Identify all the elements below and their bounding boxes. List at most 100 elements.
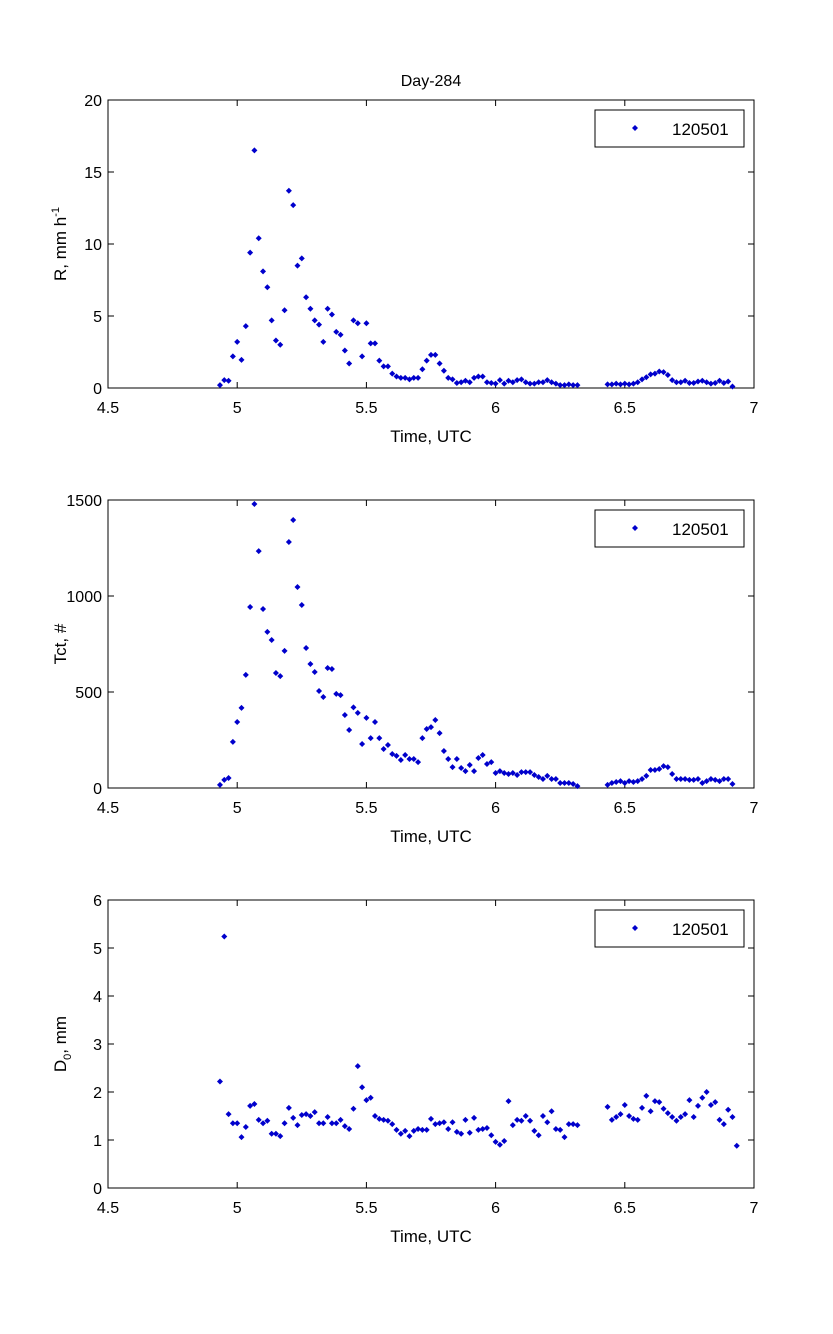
data-point [341, 347, 348, 354]
x-tick-label: 6 [491, 1200, 500, 1217]
data-point [389, 1121, 396, 1128]
data-point [621, 380, 628, 387]
x-tick-label: 7 [750, 1200, 759, 1217]
data-point [720, 1121, 727, 1128]
data-point [303, 645, 310, 652]
data-point [316, 1120, 323, 1127]
data-point [570, 1121, 577, 1128]
data-point [354, 1063, 361, 1070]
legend-box [594, 109, 745, 148]
data-point [561, 780, 568, 787]
data-point [229, 1120, 236, 1127]
y-tick-label: 15 [84, 165, 102, 182]
data-point [479, 1125, 486, 1132]
data-point [432, 351, 439, 358]
data-point [462, 1116, 469, 1123]
data-point [328, 311, 335, 318]
legend: 120501 [594, 509, 745, 548]
data-point [462, 768, 469, 775]
y-tick-label: 2 [93, 1085, 102, 1102]
data-point [673, 379, 680, 386]
data-point [518, 769, 525, 776]
data-point [626, 381, 633, 388]
data-point [669, 770, 676, 777]
data-point [617, 778, 624, 785]
data-point [695, 378, 702, 385]
panel-3: 4.5 5 5.5 6 6.5 7 0 1 2 3 4 5 6 Time, UTC D0, mm 120501 [51, 893, 759, 1246]
data-point [402, 1127, 409, 1134]
data-point [260, 606, 267, 613]
data-point [268, 317, 275, 324]
data-point [561, 382, 568, 389]
legend-marker-icon [632, 925, 638, 931]
data-point [509, 1122, 516, 1129]
data-point [242, 323, 249, 330]
data-point [604, 1103, 611, 1110]
data-point [346, 360, 353, 367]
data-point [419, 366, 426, 373]
data-point [260, 1120, 267, 1127]
data-point [557, 382, 564, 389]
data-point [673, 1117, 680, 1124]
data-point [677, 775, 684, 782]
data-point [531, 771, 538, 778]
data-point [316, 321, 323, 328]
data-point [346, 1125, 353, 1132]
data-point [216, 781, 223, 788]
data-point [630, 779, 637, 786]
data-point [712, 379, 719, 386]
data-point [707, 775, 714, 782]
data-point [634, 379, 641, 386]
data-point [570, 780, 577, 787]
data-point [225, 1111, 232, 1118]
data-point [238, 704, 245, 711]
data-point [225, 377, 232, 384]
data-point [328, 1120, 335, 1127]
y-axis-label: Tct, # [51, 623, 70, 664]
data-point [475, 373, 482, 380]
data-point [445, 756, 452, 763]
data-point [647, 766, 654, 773]
data-point [716, 1116, 723, 1123]
data-point [453, 756, 460, 763]
data-point [359, 353, 366, 360]
data-point [466, 1129, 473, 1136]
data-point [272, 337, 279, 344]
x-tick-label: 6 [491, 400, 500, 417]
data-point [298, 602, 305, 609]
data-point [311, 1109, 318, 1116]
data-point [729, 780, 736, 787]
x-tick-label: 6.5 [614, 1200, 636, 1217]
data-point [384, 363, 391, 370]
data-point [613, 1113, 620, 1120]
data-point [290, 1114, 297, 1121]
data-point [427, 724, 434, 731]
data-point [703, 778, 710, 785]
data-point [471, 768, 478, 775]
data-point [514, 377, 521, 384]
data-point [367, 735, 374, 742]
data-point [406, 756, 413, 763]
data-point [216, 1078, 223, 1085]
data-point [626, 778, 633, 785]
data-point [367, 1094, 374, 1101]
data-point [544, 1119, 551, 1126]
data-point [415, 374, 422, 381]
data-point [613, 779, 620, 786]
data-point [539, 775, 546, 782]
data-point [664, 372, 671, 379]
data-point [716, 377, 723, 384]
data-series [216, 147, 736, 390]
data-point [384, 1117, 391, 1124]
data-point [725, 378, 732, 385]
legend-marker-icon [632, 125, 638, 131]
data-point [449, 376, 456, 383]
data-point [496, 1141, 503, 1148]
data-point [298, 255, 305, 262]
data-point [656, 368, 663, 375]
data-point [376, 357, 383, 364]
data-point [660, 1105, 667, 1112]
axes-frame [107, 499, 755, 789]
data-point [337, 692, 344, 699]
